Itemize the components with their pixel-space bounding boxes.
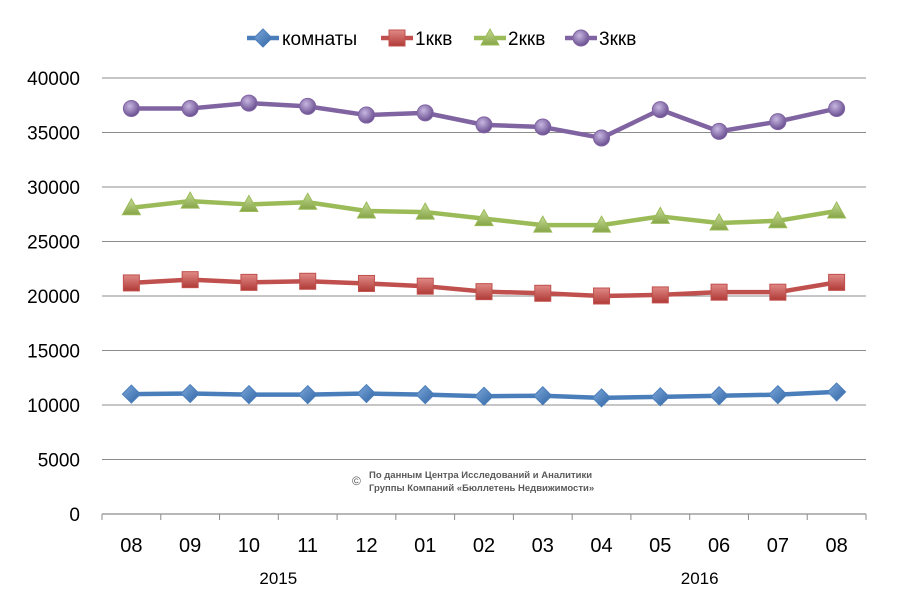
data-point — [475, 283, 493, 301]
data-point — [181, 100, 199, 118]
data-point — [416, 277, 434, 295]
data-point — [593, 129, 611, 147]
legend-marker — [480, 27, 500, 46]
data-point — [239, 194, 259, 212]
data-point — [767, 210, 788, 229]
legend-marker — [572, 29, 590, 47]
data-point — [769, 113, 787, 131]
data-point — [710, 283, 728, 301]
y-tick-label: 10000 — [27, 396, 80, 417]
data-point — [356, 383, 377, 404]
data-point — [769, 283, 787, 301]
y-tick-label: 35000 — [27, 124, 80, 145]
y-tick-label: 0 — [69, 505, 80, 526]
data-point — [709, 386, 729, 406]
source-credit: © По данным Центра Исследований и Аналит… — [352, 470, 594, 494]
data-point — [651, 101, 669, 119]
source-line-2: Группы Компаний «Бюллетень Недвижимости» — [369, 483, 594, 494]
copyright-symbol: © — [352, 474, 361, 488]
y-tick-label: 15000 — [27, 342, 80, 363]
axes: 0 5000 10000 15000 20000 25000 30000 35000 40000… — [27, 69, 867, 588]
data-point — [591, 388, 612, 408]
y-tick-label: 30000 — [27, 178, 80, 199]
x-tick-label: 08 — [120, 535, 142, 557]
data-point — [299, 272, 317, 290]
data-point — [651, 286, 669, 304]
data-point — [122, 274, 140, 292]
y-tick-label: 5000 — [38, 451, 80, 472]
x-tick-label: 09 — [179, 535, 201, 557]
x-tick-label: 08 — [825, 535, 847, 557]
x-tick-label: 03 — [532, 535, 554, 557]
data-point — [828, 273, 846, 291]
data-point — [122, 100, 140, 118]
data-point — [474, 208, 494, 227]
data-point — [240, 273, 258, 291]
data-point — [533, 386, 553, 406]
data-point — [650, 387, 671, 407]
legend-label: 3ккв — [599, 29, 636, 50]
y-tick-label: 40000 — [27, 69, 80, 90]
data-point — [357, 274, 375, 292]
legend-marker — [388, 29, 406, 47]
x-tick-label: 06 — [708, 535, 730, 557]
data-point — [121, 384, 142, 404]
x-tick-label: 05 — [649, 535, 671, 557]
data-point — [710, 122, 728, 140]
y-tick-label: 25000 — [27, 233, 80, 254]
legend-label: комнаты — [282, 29, 357, 50]
data-point — [593, 287, 611, 305]
data-point — [534, 118, 552, 136]
data-point — [121, 197, 142, 216]
year-label: 2015 — [259, 569, 297, 588]
data-point — [532, 215, 553, 233]
data-point — [297, 192, 318, 210]
y-tick-label: 20000 — [27, 287, 80, 308]
data-point — [475, 116, 493, 134]
data-point — [709, 212, 729, 231]
series — [121, 94, 847, 408]
gridlines — [102, 77, 866, 460]
x-tick-label: 11 — [297, 535, 318, 557]
data-point — [239, 384, 259, 405]
x-tick-label: 10 — [238, 535, 260, 557]
data-point — [180, 383, 200, 404]
legend-label: 2ккв — [508, 29, 545, 50]
data-point — [534, 284, 552, 302]
data-point — [826, 200, 847, 219]
data-point — [180, 191, 201, 209]
data-point — [415, 202, 436, 220]
x-tick-label: 02 — [473, 535, 495, 557]
data-point — [828, 100, 846, 118]
data-point — [415, 384, 435, 405]
data-point — [297, 384, 318, 405]
data-point — [181, 271, 199, 289]
source-line-1: По данным Центра Исследований и Аналитик… — [369, 470, 592, 481]
data-point — [240, 94, 258, 112]
data-point — [591, 215, 612, 233]
data-point — [357, 106, 375, 124]
year-label: 2016 — [681, 569, 719, 588]
legend-label: 1ккв — [415, 29, 452, 50]
legend: комнаты 1ккв 2ккв 3ккв — [247, 27, 636, 50]
legend-marker — [253, 28, 273, 48]
data-point — [356, 200, 377, 219]
data-point — [474, 386, 494, 406]
x-tick-label: 04 — [590, 535, 612, 557]
data-point — [299, 97, 317, 115]
x-tick-label: 07 — [767, 535, 789, 557]
x-tick-label: 01 — [414, 535, 436, 557]
data-point — [826, 382, 847, 402]
data-point — [650, 206, 671, 224]
x-tick-label: 12 — [355, 535, 377, 557]
data-point — [768, 384, 788, 405]
data-point — [416, 104, 434, 122]
